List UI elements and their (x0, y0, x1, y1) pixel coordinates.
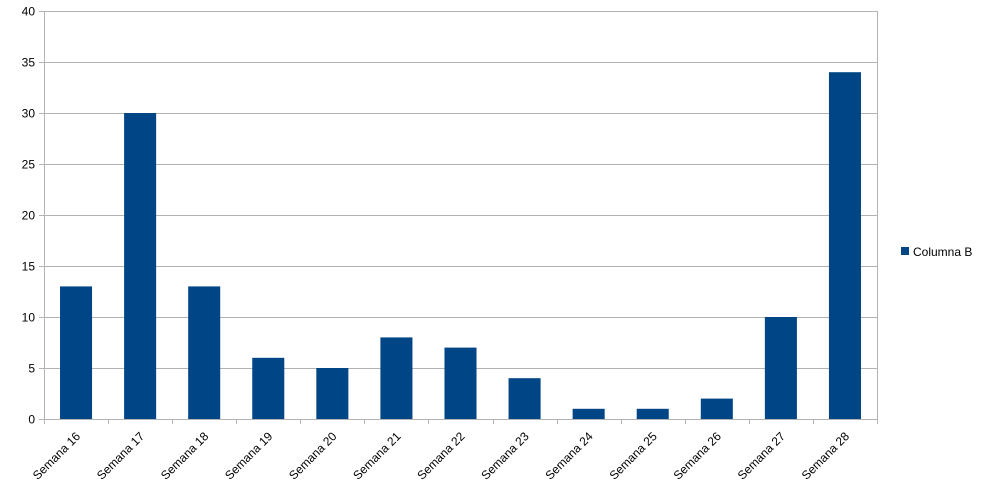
x-tick-label-semana-26: Semana 26 (671, 429, 725, 483)
y-tick-label-20: 20 (22, 209, 36, 223)
x-tick-label-semana-16: Semana 16 (30, 429, 84, 483)
x-tick-labels: Semana 16 Semana 17 Semana 18 Semana 19 Sema… (30, 429, 852, 483)
bar-semana-17 (124, 113, 157, 419)
y-tick-label-0: 0 (28, 413, 35, 427)
bar-semana-24 (572, 408, 605, 419)
x-tick-label-semana-18: Semana 18 (158, 429, 212, 483)
bar-semana-22 (444, 347, 477, 419)
x-tick-label-semana-21: Semana 21 (350, 429, 404, 483)
y-tick-label-35: 35 (22, 56, 36, 70)
legend-swatch (901, 247, 909, 255)
bars (60, 72, 861, 419)
legend: Columna B (901, 245, 972, 259)
bar-semana-26 (700, 398, 733, 419)
y-tick-label-15: 15 (22, 260, 36, 274)
axes (39, 11, 878, 424)
bar-semana-27 (764, 317, 797, 419)
bar-semana-16 (60, 286, 93, 419)
y-tick-label-40: 40 (22, 5, 36, 19)
bar-semana-25 (636, 408, 669, 419)
x-tick-label-semana-25: Semana 25 (607, 429, 661, 483)
bar-semana-19 (252, 357, 285, 419)
x-tick-label-semana-27: Semana 27 (735, 429, 789, 483)
bar-semana-28 (828, 72, 861, 419)
bar-semana-18 (188, 286, 221, 419)
legend-label-columna-b: Columna B (913, 245, 972, 259)
x-tick-label-semana-23: Semana 23 (478, 429, 532, 483)
x-tick-label-semana-28: Semana 28 (799, 429, 853, 483)
bar-semana-20 (316, 368, 349, 419)
gridlines (44, 11, 877, 420)
x-tick-label-semana-24: Semana 24 (542, 429, 596, 483)
y-tick-label-30: 30 (22, 107, 36, 121)
x-tick-label-semana-19: Semana 19 (222, 429, 276, 483)
x-tick-label-semana-22: Semana 22 (414, 429, 468, 483)
x-tick-label-semana-17: Semana 17 (94, 429, 148, 483)
y-tick-label-5: 5 (28, 362, 35, 376)
y-tick-label-25: 25 (22, 158, 36, 172)
x-tick-label-semana-20: Semana 20 (286, 429, 340, 483)
y-tick-labels: 0 5 10 15 20 25 30 35 40 (22, 5, 36, 427)
y-tick-label-10: 10 (22, 311, 36, 325)
bar-semana-23 (508, 378, 541, 419)
bar-semana-21 (380, 337, 413, 419)
